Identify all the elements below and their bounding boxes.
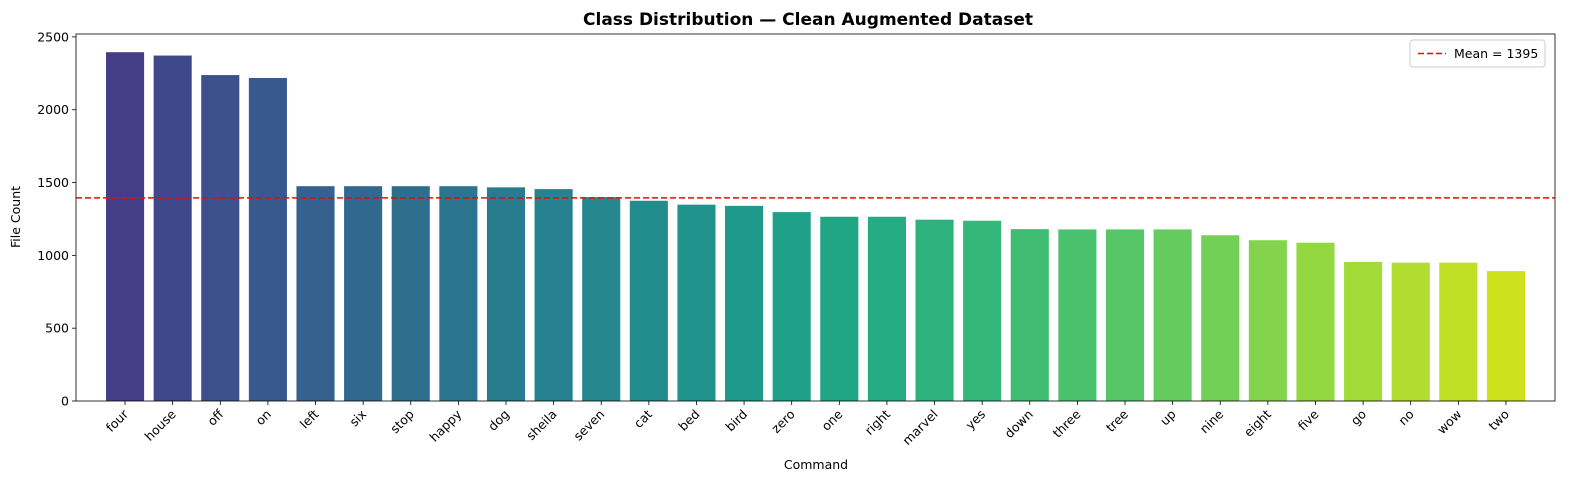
x-tick-label-dog: dog [485, 407, 512, 434]
axes-frame [75, 33, 1556, 402]
x-tick-label-no: no [1395, 407, 1417, 429]
legend: Mean = 1395 [1409, 39, 1546, 68]
bar-cat [629, 200, 668, 401]
x-tick-label-left: left [297, 406, 322, 431]
y-tick-label: 1000 [37, 248, 69, 263]
bar-bird [725, 205, 764, 401]
x-tick-label-stop: stop [387, 406, 417, 436]
x-tick-label-off: off [204, 406, 226, 428]
y-tick-label: 1500 [37, 175, 69, 190]
bar-house [153, 55, 192, 402]
bar-go [1344, 261, 1383, 401]
x-tick-label-house: house [142, 406, 179, 443]
bar-two [1486, 271, 1526, 401]
legend-mean-label: Mean = 1395 [1454, 46, 1538, 61]
bar-nine [1201, 235, 1240, 401]
bar-stop [391, 186, 430, 401]
bar-marvel [915, 219, 954, 401]
x-tick-label-sheila: sheila [523, 407, 560, 444]
x-tick-label-tree: tree [1103, 406, 1132, 435]
legend-box [1409, 39, 1546, 68]
x-tick-label-yes: yes [962, 407, 988, 433]
bar-on [248, 77, 287, 401]
bar-three [1058, 229, 1097, 401]
y-tick-label: 0 [61, 394, 69, 409]
x-tick-label-go: go [1348, 407, 1370, 429]
bar-four [105, 52, 145, 401]
chart-title: Class Distribution — Clean Augmented Dat… [583, 10, 1033, 30]
x-tick-label-one: one [818, 406, 845, 433]
x-tick-label-seven: seven [570, 407, 607, 444]
bar-left [296, 186, 335, 401]
bar-seven [582, 197, 621, 401]
y-tick-label: 2500 [37, 29, 69, 44]
bar-down [1010, 229, 1049, 401]
bar-tree [1105, 229, 1145, 401]
x-tick-label-two: two [1485, 407, 1512, 434]
y-tick-label: 2000 [37, 102, 69, 117]
bar-eight [1248, 240, 1287, 401]
x-tick-label-nine: nine [1197, 406, 1227, 436]
y-tick-label: 500 [45, 321, 69, 336]
x-tick-label-wow: wow [1434, 407, 1464, 437]
bar-dog [486, 187, 526, 401]
x-tick-label-bed: bed [675, 407, 702, 434]
bar-sheila [534, 189, 573, 401]
x-tick-label-right: right [862, 406, 893, 437]
bar-up [1153, 229, 1192, 401]
x-tick-label-four: four [103, 406, 132, 435]
plot-area: 0 500 1000 1500 2000 2500 four house off on left si… [37, 29, 1556, 448]
bar-happy [439, 186, 478, 401]
y-axis-label: File Count [8, 186, 23, 248]
bar-no [1391, 262, 1430, 401]
x-tick-label-eight: eight [1241, 406, 1274, 439]
x-tick-label-on: on [252, 407, 274, 429]
bar-zero [772, 212, 811, 401]
bar-one [820, 216, 859, 401]
bar-six [344, 186, 383, 401]
x-tick-label-zero: zero [768, 407, 798, 437]
x-tick-label-three: three [1050, 406, 1084, 440]
x-tick-label-up: up [1157, 406, 1179, 428]
bar-yes [963, 220, 1002, 401]
x-axis-label: Command [784, 457, 848, 472]
x-tick-label-six: six [346, 407, 369, 430]
bar-five [1296, 242, 1335, 401]
bar-bed [677, 204, 716, 401]
x-tick-label-marvel: marvel [899, 407, 940, 448]
bar-wow [1439, 262, 1478, 401]
x-tick-label-down: down [1001, 407, 1035, 441]
bar-off [201, 75, 240, 402]
x-tick-label-cat: cat [631, 406, 655, 430]
x-tick-label-happy: happy [426, 406, 465, 445]
x-tick-label-bird: bird [722, 407, 750, 435]
x-tick-label-five: five [1295, 406, 1322, 433]
bar-right [867, 216, 906, 401]
